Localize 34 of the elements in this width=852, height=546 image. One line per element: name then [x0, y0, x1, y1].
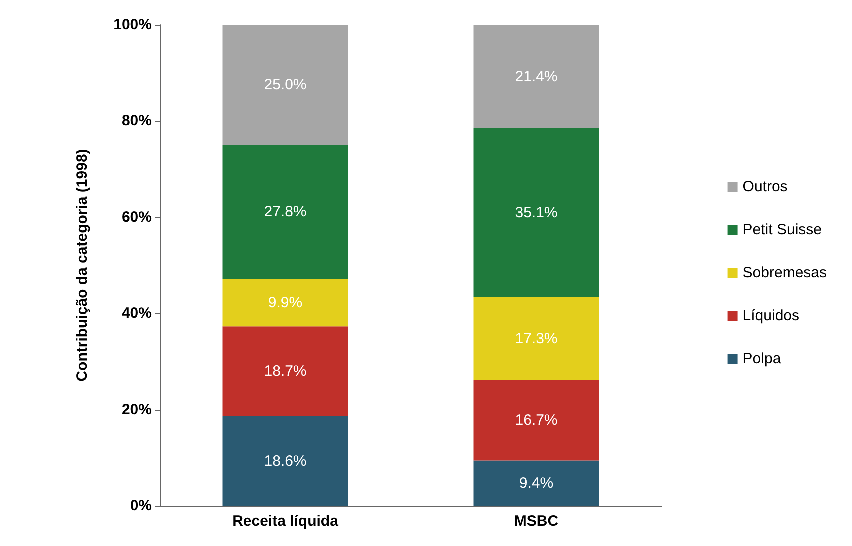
data-label: 9.4% — [519, 474, 554, 492]
bar — [474, 380, 600, 461]
y-tick-label: 40% — [122, 305, 152, 322]
bar — [474, 297, 600, 380]
data-label: 25.0% — [264, 76, 307, 94]
x-tick-label: MSBC — [514, 513, 559, 530]
bar — [222, 326, 348, 417]
y-axis-title: Contribuição da categoria (1998) — [74, 149, 91, 382]
data-label: 27.8% — [264, 204, 307, 221]
y-tick-label: 100% — [114, 16, 152, 34]
bar — [474, 128, 600, 298]
bar — [474, 460, 600, 506]
y-tick-label: 20% — [122, 401, 152, 418]
legend-label: Polpa — [742, 350, 782, 368]
y-tick-label: 0% — [130, 498, 152, 514]
bar — [222, 278, 348, 327]
legend-label: Outros — [742, 178, 788, 196]
legend-label: Líquidos — [742, 308, 800, 324]
x-tick-label: Receita líquida — [232, 513, 340, 530]
legend-label: Petit Suisse — [742, 222, 822, 238]
bar — [222, 145, 348, 279]
data-label: 16.7% — [515, 412, 558, 430]
y-tick-label: 60% — [122, 208, 152, 226]
data-label: 17.3% — [515, 330, 558, 348]
data-label: 18.6% — [264, 452, 307, 470]
bar — [474, 25, 600, 128]
data-label: 18.7% — [264, 363, 307, 380]
data-label: 35.1% — [515, 204, 558, 222]
data-label: 21.4% — [515, 68, 558, 86]
bar — [222, 25, 348, 146]
bar — [222, 416, 348, 506]
legend-label: Sobremesas — [742, 264, 828, 282]
data-label: 9.9% — [268, 294, 303, 312]
y-tick-label: 80% — [122, 112, 152, 130]
